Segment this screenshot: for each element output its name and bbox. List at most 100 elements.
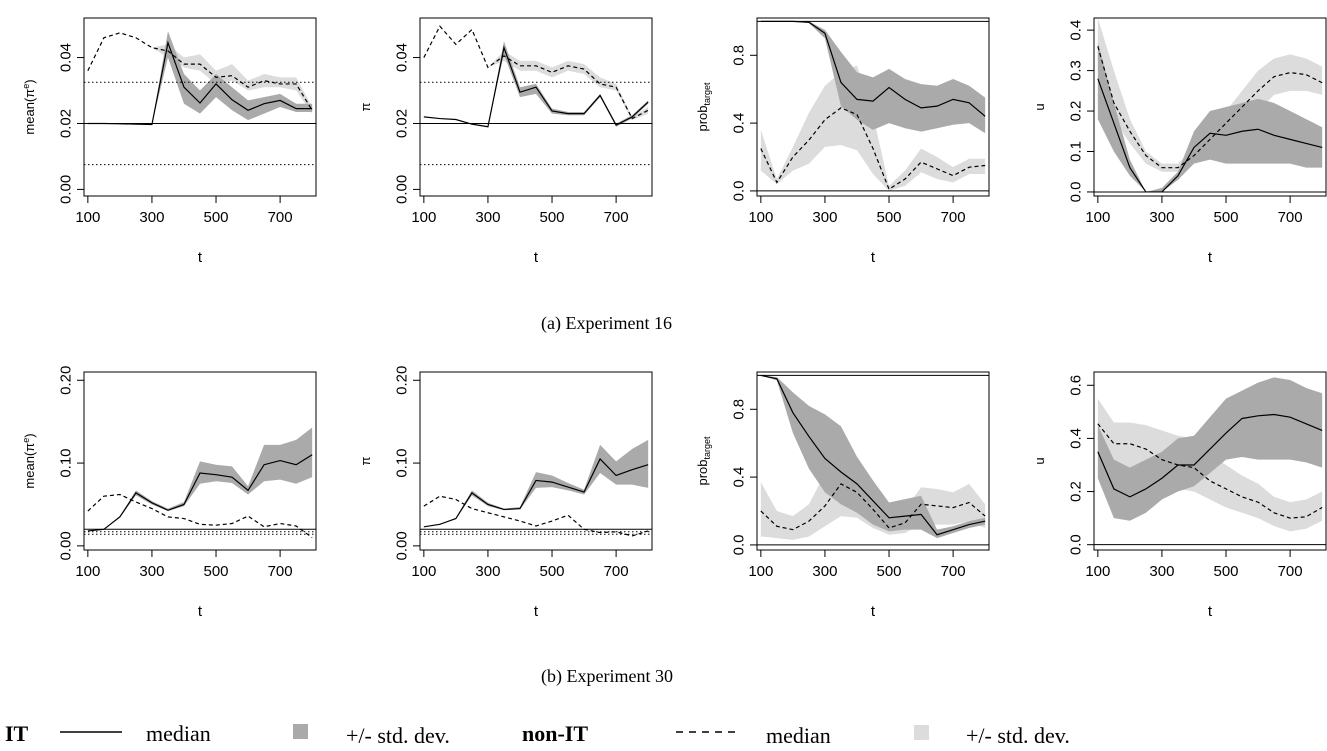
it-std-band bbox=[87, 31, 313, 125]
nonit-median-line bbox=[423, 25, 649, 120]
x-tick-label-700: 700 bbox=[268, 209, 293, 226]
y-axis-label: mean(πe) bbox=[21, 433, 37, 488]
x-axis-label: t bbox=[198, 249, 203, 266]
plot-area bbox=[84, 31, 316, 166]
y-tick-label-0: 0.0 bbox=[1068, 534, 1085, 555]
it-median-line bbox=[1097, 413, 1323, 498]
chart-panel-30-2: 100 300 500 700 0.00 0.10 0.20 t π bbox=[358, 366, 653, 620]
x-axis-label: t bbox=[1208, 603, 1213, 620]
plot-area bbox=[1094, 377, 1326, 546]
x-tick-label-100: 100 bbox=[75, 563, 100, 580]
legend: IT median +/- std. dev. non-IT median +/… bbox=[5, 721, 1070, 748]
x-tick-label-500: 500 bbox=[1214, 209, 1239, 226]
legend-it-median-label: median bbox=[146, 721, 211, 746]
x-tick-label-300: 300 bbox=[1149, 209, 1174, 226]
caption-experiment-16: (a) Experiment 16 bbox=[541, 313, 672, 334]
y-tick-label-1: 0.4 bbox=[731, 467, 748, 488]
nonit-std-band bbox=[423, 26, 649, 121]
legend-nonit-label: non-IT bbox=[522, 721, 588, 746]
y-axis-label: u bbox=[1032, 457, 1047, 464]
chart-panels: 100 300 500 700 0.00 0.02 0.04 t mean(πe) 100 300 5… bbox=[21, 17, 1327, 620]
x-tick-label-500: 500 bbox=[877, 563, 902, 580]
y-tick-label-0: 0.00 bbox=[58, 175, 75, 204]
it-median-line bbox=[423, 457, 649, 528]
nonit-median-line bbox=[423, 495, 649, 537]
it-std-band bbox=[87, 427, 313, 531]
it-median-line bbox=[1097, 78, 1323, 193]
y-tick-label-1: 0.02 bbox=[394, 109, 411, 138]
plot-frame bbox=[83, 371, 317, 551]
x-tick-label-100: 100 bbox=[1085, 563, 1110, 580]
x-tick-label-300: 300 bbox=[1149, 563, 1174, 580]
plot-area bbox=[1094, 18, 1326, 193]
chart-panel-30-4: 100 300 500 700 0.0 0.2 0.4 0.6 t u bbox=[1032, 371, 1327, 620]
x-tick-label-100: 100 bbox=[411, 209, 436, 226]
y-axis-label: mean(πe) bbox=[21, 79, 37, 134]
x-tick-label-300: 300 bbox=[139, 209, 164, 226]
y-axis-label: probtarget bbox=[695, 82, 712, 132]
x-tick-label-100: 100 bbox=[748, 209, 773, 226]
chart-panel-30-1: 100 300 500 700 0.00 0.10 0.20 t mean(πe) bbox=[21, 366, 317, 620]
x-axis-label: t bbox=[1208, 249, 1213, 266]
x-tick-label-500: 500 bbox=[540, 209, 565, 226]
y-axis-label: π bbox=[358, 102, 373, 111]
x-tick-label-700: 700 bbox=[268, 563, 293, 580]
y-tick-label-1: 0.02 bbox=[58, 109, 75, 138]
it-median-line bbox=[760, 20, 986, 117]
y-tick-label-2: 0.2 bbox=[1068, 101, 1085, 122]
x-tick-label-500: 500 bbox=[204, 563, 229, 580]
y-axis-label: π bbox=[358, 456, 373, 465]
x-tick-label-700: 700 bbox=[604, 209, 629, 226]
caption-experiment-30: (b) Experiment 30 bbox=[541, 666, 673, 687]
chart-panel-16-4: 100 300 500 700 0.0 0.1 0.2 0.3 0.4 t u bbox=[1032, 17, 1327, 266]
y-tick-label-4: 0.4 bbox=[1068, 20, 1085, 41]
x-tick-label-100: 100 bbox=[748, 563, 773, 580]
nonit-median-line bbox=[1097, 46, 1323, 169]
legend-nonit-band-swatch bbox=[914, 725, 929, 740]
x-tick-label-500: 500 bbox=[540, 563, 565, 580]
y-tick-label-1: 0.10 bbox=[58, 448, 75, 477]
chart-panel-16-2: 100 300 500 700 0.00 0.02 0.04 t π bbox=[358, 17, 653, 266]
y-axis-label: u bbox=[1032, 103, 1047, 110]
y-tick-label-0: 0.00 bbox=[394, 175, 411, 204]
x-tick-label-100: 100 bbox=[1085, 209, 1110, 226]
legend-it-band-label: +/- std. dev. bbox=[346, 723, 450, 748]
plot-area bbox=[757, 374, 989, 546]
x-tick-label-300: 300 bbox=[812, 209, 837, 226]
nonit-median-line bbox=[760, 483, 986, 531]
nonit-median-line bbox=[760, 107, 986, 191]
y-tick-label-0: 0.00 bbox=[394, 531, 411, 560]
x-tick-label-300: 300 bbox=[475, 209, 500, 226]
legend-it-band-swatch bbox=[293, 724, 308, 739]
y-axis-label: probtarget bbox=[695, 436, 712, 486]
x-tick-label-700: 700 bbox=[604, 563, 629, 580]
it-std-band bbox=[760, 375, 986, 539]
y-tick-label-0: 0.0 bbox=[1068, 182, 1085, 203]
y-tick-label-3: 0.6 bbox=[1068, 375, 1085, 396]
plot-frame bbox=[419, 17, 653, 197]
plot-frame bbox=[83, 17, 317, 197]
plot-area bbox=[84, 427, 316, 539]
plot-frame bbox=[1093, 371, 1327, 551]
y-tick-label-0: 0.0 bbox=[731, 180, 748, 201]
it-std-band bbox=[760, 21, 986, 134]
x-axis-label: t bbox=[534, 603, 539, 620]
y-tick-label-2: 0.04 bbox=[58, 43, 75, 72]
y-tick-label-1: 0.2 bbox=[1068, 481, 1085, 502]
it-std-band bbox=[1097, 42, 1323, 192]
x-tick-label-700: 700 bbox=[1278, 563, 1303, 580]
x-tick-label-700: 700 bbox=[941, 209, 966, 226]
it-median-line bbox=[87, 40, 313, 126]
x-axis-label: t bbox=[534, 249, 539, 266]
x-tick-label-500: 500 bbox=[1214, 563, 1239, 580]
plot-frame bbox=[419, 371, 653, 551]
y-tick-label-2: 0.8 bbox=[731, 45, 748, 66]
x-tick-label-700: 700 bbox=[1278, 209, 1303, 226]
y-tick-label-1: 0.10 bbox=[394, 448, 411, 477]
y-tick-label-0: 0.0 bbox=[731, 534, 748, 555]
y-tick-label-1: 0.1 bbox=[1068, 141, 1085, 162]
nonit-median-line bbox=[87, 32, 313, 111]
x-axis-label: t bbox=[871, 249, 876, 266]
x-axis-label: t bbox=[871, 603, 876, 620]
